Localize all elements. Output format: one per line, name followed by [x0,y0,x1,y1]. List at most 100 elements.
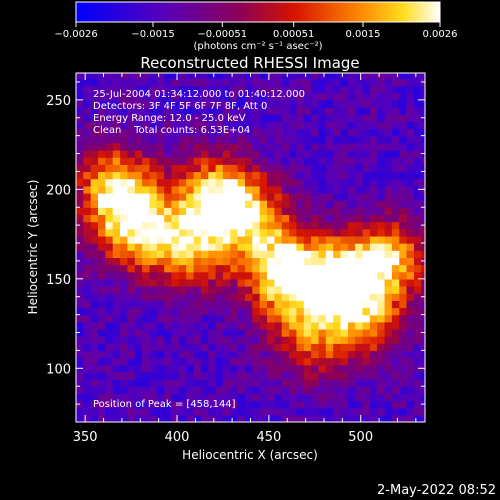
heatmap-cell [333,414,342,422]
heatmap-cell [208,192,217,201]
heatmap-cell [252,78,261,87]
heatmap-cell [200,257,209,266]
heatmap-cell [340,92,349,101]
heatmap-cell [186,114,195,122]
heatmap-cell [178,171,187,180]
heatmap-cell [193,107,202,115]
heatmap-cell [90,135,99,144]
heatmap-cell [178,207,187,215]
heatmap-cell [156,271,165,280]
heatmap-cell [105,85,114,94]
heatmap-cell [384,379,393,387]
heatmap-cell [362,73,371,79]
heatmap-cell [215,314,224,323]
heatmap-cell [98,150,106,158]
heatmap-cell [83,114,92,122]
heatmap-cell [120,171,128,180]
heatmap-cell [355,185,364,194]
heatmap-cell [318,135,327,144]
heatmap-cell [281,371,290,380]
heatmap-cell [274,107,283,115]
heatmap-cell [178,128,187,137]
heatmap-cell [208,150,217,158]
heatmap-cell [193,379,202,387]
heatmap-cell [200,99,209,108]
heatmap-cell [105,293,114,301]
heatmap-cell [171,128,180,137]
heatmap-cell [90,336,99,344]
heatmap-cell [391,393,400,402]
heatmap-cell [421,250,425,258]
heatmap-cell [127,121,136,130]
heatmap-cell [369,350,378,359]
heatmap-cell [399,200,408,208]
heatmap-cell [193,286,202,294]
heatmap-cell [333,386,342,394]
heatmap-cell [252,185,261,194]
heatmap-cell [171,321,180,330]
heatmap-cell [230,321,239,330]
heatmap-cell [215,414,224,422]
heatmap-cell [222,92,231,101]
heatmap-cell [318,393,327,402]
heatmap-cell [171,142,180,151]
heatmap-cell [230,178,239,187]
heatmap-cell [186,92,195,101]
heatmap-cell [340,235,349,244]
heatmap-cell [303,293,312,301]
heatmap-cell [83,78,92,87]
heatmap-cell [112,200,121,208]
heatmap-cell [406,185,415,194]
heatmap-cell [83,286,92,294]
heatmap-cell [127,371,136,380]
heatmap-cell [296,314,305,323]
heatmap-cell [355,192,364,201]
heatmap-cell [120,379,128,387]
heatmap-cell [281,336,290,344]
heatmap-cell [391,78,400,87]
heatmap-cell [303,286,312,294]
heatmap-cell [156,350,165,359]
heatmap-cell [200,121,209,130]
heatmap-cell [105,307,114,316]
heatmap-cell [362,114,371,122]
heatmap-cell [421,386,425,394]
heatmap-cell [134,357,143,366]
heatmap-cell [296,99,305,108]
heatmap-cell [134,371,143,380]
heatmap-cell [274,386,283,394]
heatmap-cell [369,107,378,115]
heatmap-cell [120,135,128,144]
heatmap-cell [414,171,422,180]
heatmap-cell [362,207,371,215]
heatmap-cell [289,221,297,230]
heatmap-cell [105,321,114,330]
heatmap-cell [83,307,92,316]
heatmap-cell [222,414,231,422]
heatmap-cell [296,393,305,402]
heatmap-cell [149,99,158,108]
heatmap-cell [171,407,180,416]
heatmap-cell [289,407,297,416]
heatmap-cell [311,307,319,316]
heatmap-cell [259,293,268,301]
heatmap-cell [369,328,378,337]
heatmap-cell [384,243,393,251]
heatmap-cell [186,343,195,352]
heatmap-cell [127,192,136,201]
heatmap-cell [406,243,415,251]
heatmap-cell [164,314,173,323]
heatmap-cell [362,357,371,366]
heatmap-cell [127,386,136,394]
heatmap-cell [105,286,114,294]
heatmap-cell [391,99,400,108]
heatmap-cell [325,164,334,173]
heatmap-cell [134,307,143,316]
heatmap-cell [281,235,290,244]
heatmap-cell [112,400,121,409]
heatmap-cell [171,107,180,115]
heatmap-cell [399,407,408,416]
heatmap-cell [421,142,425,151]
heatmap-cell [171,364,180,373]
heatmap-cell [149,293,158,301]
